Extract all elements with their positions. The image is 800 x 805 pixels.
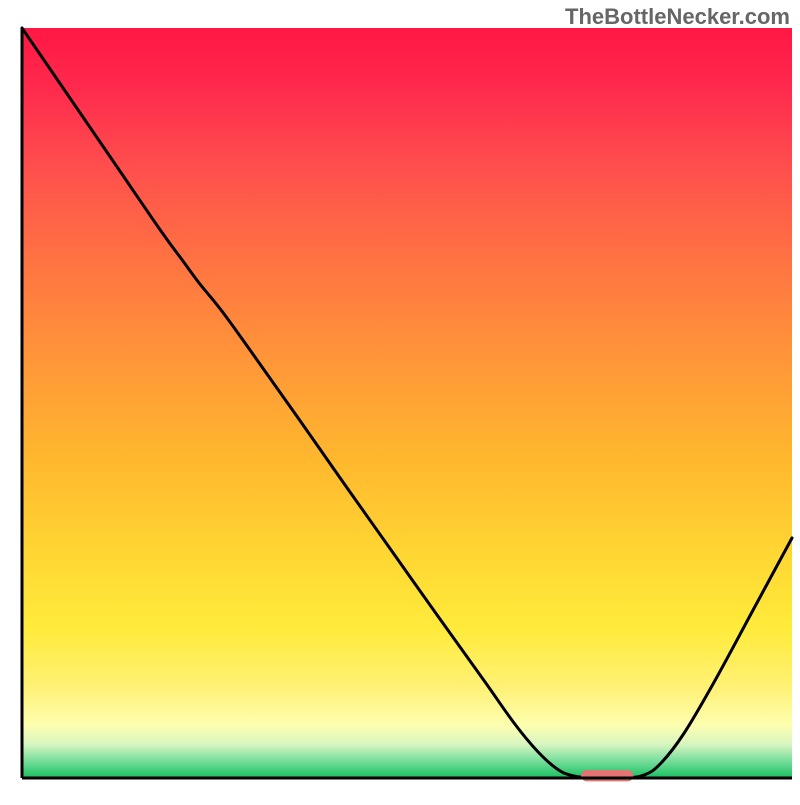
chart-background (22, 28, 792, 778)
bottleneck-chart (0, 0, 800, 800)
chart-svg (0, 0, 800, 800)
optimal-marker (581, 770, 633, 781)
watermark-text: TheBottleNecker.com (565, 4, 790, 30)
